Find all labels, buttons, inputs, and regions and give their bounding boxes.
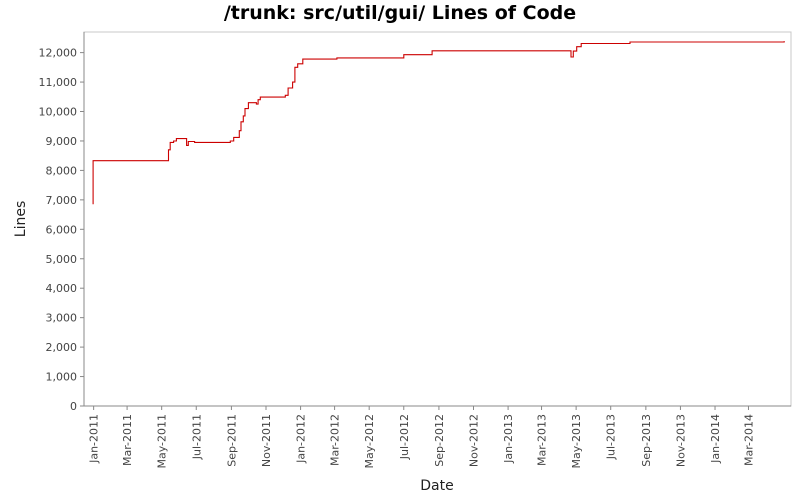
y-tick-label: 1,000 xyxy=(46,371,78,384)
plot-area xyxy=(83,31,792,407)
y-tick-label: 9,000 xyxy=(46,135,78,148)
x-tick-label: Jan-2012 xyxy=(295,414,308,464)
x-tick-label: Sep-2013 xyxy=(640,414,653,467)
x-tick-label: May-2011 xyxy=(156,414,169,469)
x-axis-label: Date xyxy=(420,478,453,494)
y-tick-label: 12,000 xyxy=(39,47,78,60)
y-axis-ticks: 0 1,000 2,000 3,000 4,000 5,000 6,000 7,000 8,00… xyxy=(39,47,84,413)
x-tick-label: May-2012 xyxy=(363,414,376,469)
x-tick-label: Nov-2011 xyxy=(260,414,273,467)
x-tick-label: Mar-2011 xyxy=(121,414,134,466)
x-tick-label: Nov-2012 xyxy=(468,414,481,467)
x-tick-label: Jan-2014 xyxy=(709,414,722,464)
x-tick-label: Nov-2013 xyxy=(674,414,687,467)
x-tick-label: Jul-2013 xyxy=(605,414,618,460)
y-tick-label: 4,000 xyxy=(46,282,78,295)
y-tick-label: 6,000 xyxy=(46,223,78,236)
y-tick-label: 0 xyxy=(70,400,77,413)
x-tick-label: Jan-2011 xyxy=(88,414,101,464)
x-tick-label: Sep-2011 xyxy=(225,414,238,467)
y-tick-label: 11,000 xyxy=(39,76,78,89)
y-tick-label: 2,000 xyxy=(46,341,78,354)
x-tick-label: Mar-2014 xyxy=(742,414,755,466)
x-axis-ticks: Jan-2011 Mar-2011 May-2011 Jul-2011 Sep-2011… xyxy=(88,406,755,469)
x-tick-label: Jul-2012 xyxy=(398,414,411,460)
x-tick-label: Sep-2012 xyxy=(433,414,446,467)
x-tick-label: May-2013 xyxy=(570,414,583,469)
x-tick-label: Jan-2013 xyxy=(502,414,515,464)
x-tick-label: Jul-2011 xyxy=(190,414,203,460)
loc-series-line xyxy=(92,41,785,205)
y-tick-label: 10,000 xyxy=(39,106,78,119)
y-axis-label: Lines xyxy=(13,201,29,237)
y-tick-label: 5,000 xyxy=(46,253,78,266)
chart-title: /trunk: src/util/gui/ Lines of Code xyxy=(223,2,577,24)
y-tick-label: 3,000 xyxy=(46,312,78,325)
x-tick-label: Mar-2012 xyxy=(329,414,342,466)
y-tick-label: 8,000 xyxy=(46,164,78,177)
y-tick-label: 7,000 xyxy=(46,194,78,207)
x-tick-label: Mar-2013 xyxy=(536,414,549,466)
